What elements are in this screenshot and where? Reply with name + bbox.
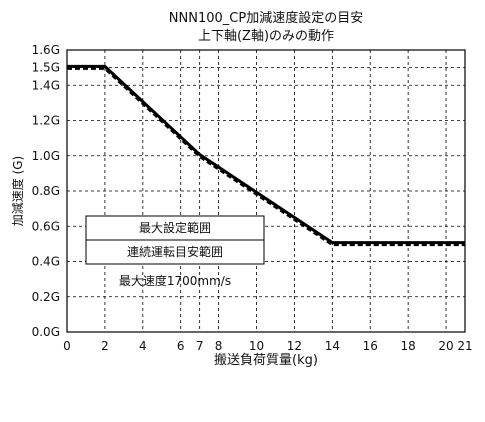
- x-axis-label: 搬送負荷質量(kg): [214, 353, 318, 368]
- y-tick-label: 0.8G: [32, 184, 60, 198]
- y-tick-label: 1.4G: [32, 78, 60, 92]
- y-tick-label: 0.2G: [32, 290, 60, 304]
- series-line-2: [67, 67, 465, 247]
- max-speed-annotation: 最大速度1700mm/s: [119, 273, 231, 288]
- x-tick-label: 21: [457, 339, 472, 353]
- x-tick-label: 8: [215, 339, 223, 353]
- x-tick-label: 20: [438, 339, 453, 353]
- chart-subtitle: 上下軸(Z軸)のみの動作: [197, 29, 335, 44]
- y-axis-label: 加減速度 (G): [10, 156, 25, 226]
- y-tick-label: 0.6G: [32, 219, 60, 233]
- y-tick-label: 1.6G: [32, 43, 60, 57]
- grid-lines: [67, 50, 465, 332]
- x-tick-label: 0: [63, 339, 71, 353]
- plot-area-frame: [66, 49, 466, 333]
- y-tick-label: 0.0G: [32, 325, 60, 339]
- y-tick-label: 1.0G: [32, 149, 60, 163]
- y-tick-label: 0.4G: [32, 255, 60, 269]
- x-tick-label: 14: [325, 339, 340, 353]
- x-tick-label: 2: [101, 339, 109, 353]
- x-tick-label: 18: [401, 339, 416, 353]
- x-tick-label: 4: [139, 339, 147, 353]
- series-line-1: [67, 64, 465, 245]
- x-tick-label: 7: [196, 339, 204, 353]
- legend-entry-2: 連続運転目安範囲: [127, 244, 223, 259]
- x-tick-label: 16: [363, 339, 378, 353]
- x-tick-label: 12: [287, 339, 302, 353]
- x-tick-label: 10: [249, 339, 264, 353]
- chart-title: NNN100_CP加減速度設定の目安: [168, 11, 364, 26]
- x-tick-label: 6: [177, 339, 185, 353]
- y-tick-label: 1.2G: [32, 114, 60, 128]
- legend-entry-1: 最大設定範囲: [139, 220, 211, 235]
- y-tick-label: 1.5G: [32, 61, 60, 75]
